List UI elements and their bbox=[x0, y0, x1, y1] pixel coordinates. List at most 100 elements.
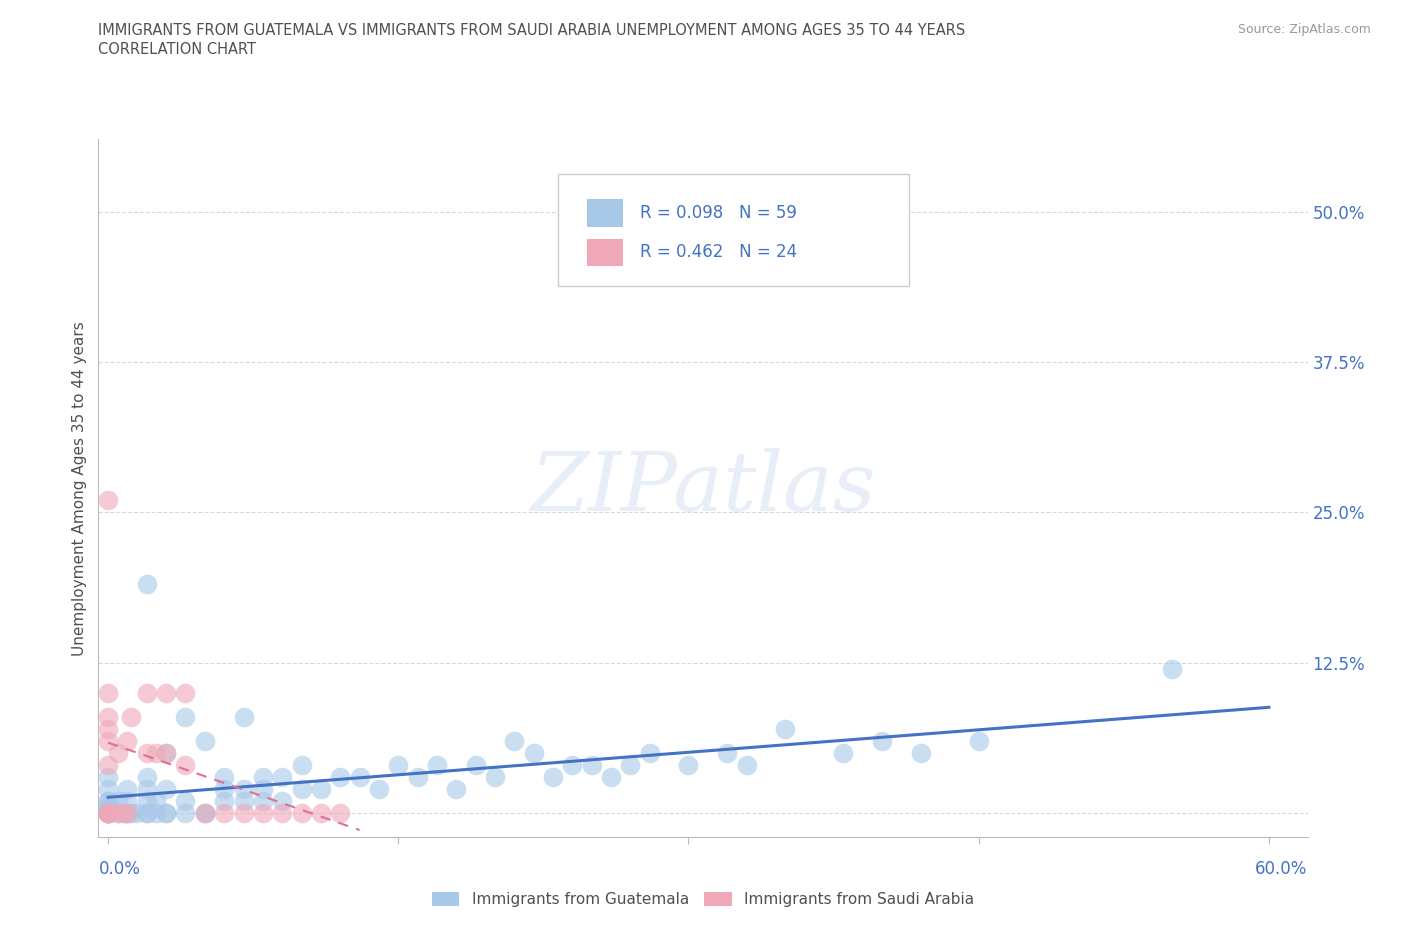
Point bbox=[329, 805, 352, 820]
Point bbox=[97, 800, 120, 815]
Point bbox=[117, 805, 139, 820]
Point bbox=[290, 757, 312, 772]
Point bbox=[145, 793, 167, 808]
Point bbox=[117, 781, 139, 796]
Point bbox=[309, 805, 332, 820]
Point bbox=[194, 805, 217, 820]
Point bbox=[97, 805, 120, 820]
Point bbox=[212, 769, 235, 784]
Point bbox=[107, 805, 129, 820]
Point bbox=[174, 793, 197, 808]
Point bbox=[127, 805, 149, 820]
Point bbox=[135, 769, 157, 784]
Text: 60.0%: 60.0% bbox=[1256, 860, 1308, 878]
Text: Source: ZipAtlas.com: Source: ZipAtlas.com bbox=[1237, 23, 1371, 36]
Point bbox=[117, 805, 139, 820]
Point bbox=[117, 734, 139, 749]
Point bbox=[155, 685, 177, 700]
Point bbox=[97, 805, 120, 820]
Point bbox=[870, 734, 893, 749]
Point bbox=[561, 757, 583, 772]
Point bbox=[97, 722, 120, 737]
Point bbox=[107, 745, 129, 760]
Point bbox=[1161, 661, 1184, 676]
Text: R = 0.098   N = 59: R = 0.098 N = 59 bbox=[640, 204, 797, 221]
Point bbox=[117, 805, 139, 820]
Point bbox=[97, 805, 120, 820]
Point bbox=[174, 757, 197, 772]
Legend: Immigrants from Guatemala, Immigrants from Saudi Arabia: Immigrants from Guatemala, Immigrants fr… bbox=[426, 885, 980, 913]
Point bbox=[107, 805, 129, 820]
Bar bbox=[586, 238, 623, 266]
Point bbox=[271, 793, 294, 808]
Point bbox=[232, 793, 254, 808]
Point bbox=[252, 805, 274, 820]
Point bbox=[97, 805, 120, 820]
Point bbox=[678, 757, 700, 772]
Point bbox=[581, 757, 603, 772]
Point bbox=[832, 745, 855, 760]
Point bbox=[426, 757, 449, 772]
Point bbox=[97, 800, 120, 815]
Point bbox=[155, 745, 177, 760]
Point bbox=[232, 805, 254, 820]
Point bbox=[406, 769, 429, 784]
Point bbox=[446, 781, 468, 796]
Point bbox=[135, 805, 157, 820]
Text: ZIPatlas: ZIPatlas bbox=[530, 448, 876, 528]
Point bbox=[97, 710, 120, 724]
Point bbox=[97, 793, 120, 808]
Point bbox=[155, 805, 177, 820]
Point bbox=[97, 805, 120, 820]
Point bbox=[503, 734, 526, 749]
Point bbox=[619, 757, 641, 772]
Point bbox=[135, 685, 157, 700]
Point bbox=[112, 805, 135, 820]
Point bbox=[387, 757, 409, 772]
Point bbox=[290, 781, 312, 796]
Point bbox=[368, 781, 391, 796]
Point bbox=[120, 710, 142, 724]
Point bbox=[97, 805, 120, 820]
Point bbox=[600, 769, 623, 784]
Point bbox=[309, 781, 332, 796]
Point bbox=[135, 793, 157, 808]
Point bbox=[97, 793, 120, 808]
Bar bbox=[586, 199, 623, 227]
Point bbox=[541, 769, 564, 784]
Point bbox=[155, 745, 177, 760]
Point bbox=[194, 734, 217, 749]
Point bbox=[232, 781, 254, 796]
Point bbox=[967, 734, 990, 749]
Point bbox=[97, 805, 120, 820]
Point bbox=[97, 685, 120, 700]
Point bbox=[97, 805, 120, 820]
Point bbox=[112, 805, 135, 820]
Point bbox=[735, 757, 758, 772]
FancyBboxPatch shape bbox=[558, 175, 908, 286]
Text: 0.0%: 0.0% bbox=[98, 860, 141, 878]
Point bbox=[155, 805, 177, 820]
Point bbox=[97, 757, 120, 772]
Point bbox=[145, 805, 167, 820]
Point bbox=[464, 757, 486, 772]
Point bbox=[484, 769, 506, 784]
Point bbox=[97, 769, 120, 784]
Point bbox=[252, 793, 274, 808]
Point bbox=[716, 745, 738, 760]
Point bbox=[271, 805, 294, 820]
Point bbox=[638, 745, 661, 760]
Point bbox=[117, 793, 139, 808]
Point bbox=[252, 769, 274, 784]
Text: R = 0.462   N = 24: R = 0.462 N = 24 bbox=[640, 244, 797, 261]
Point bbox=[97, 493, 120, 508]
Point bbox=[97, 805, 120, 820]
Point bbox=[135, 781, 157, 796]
Point bbox=[120, 805, 142, 820]
Point bbox=[174, 685, 197, 700]
Point bbox=[174, 805, 197, 820]
Point bbox=[97, 781, 120, 796]
Point bbox=[329, 769, 352, 784]
Point bbox=[910, 745, 932, 760]
Point bbox=[97, 805, 120, 820]
